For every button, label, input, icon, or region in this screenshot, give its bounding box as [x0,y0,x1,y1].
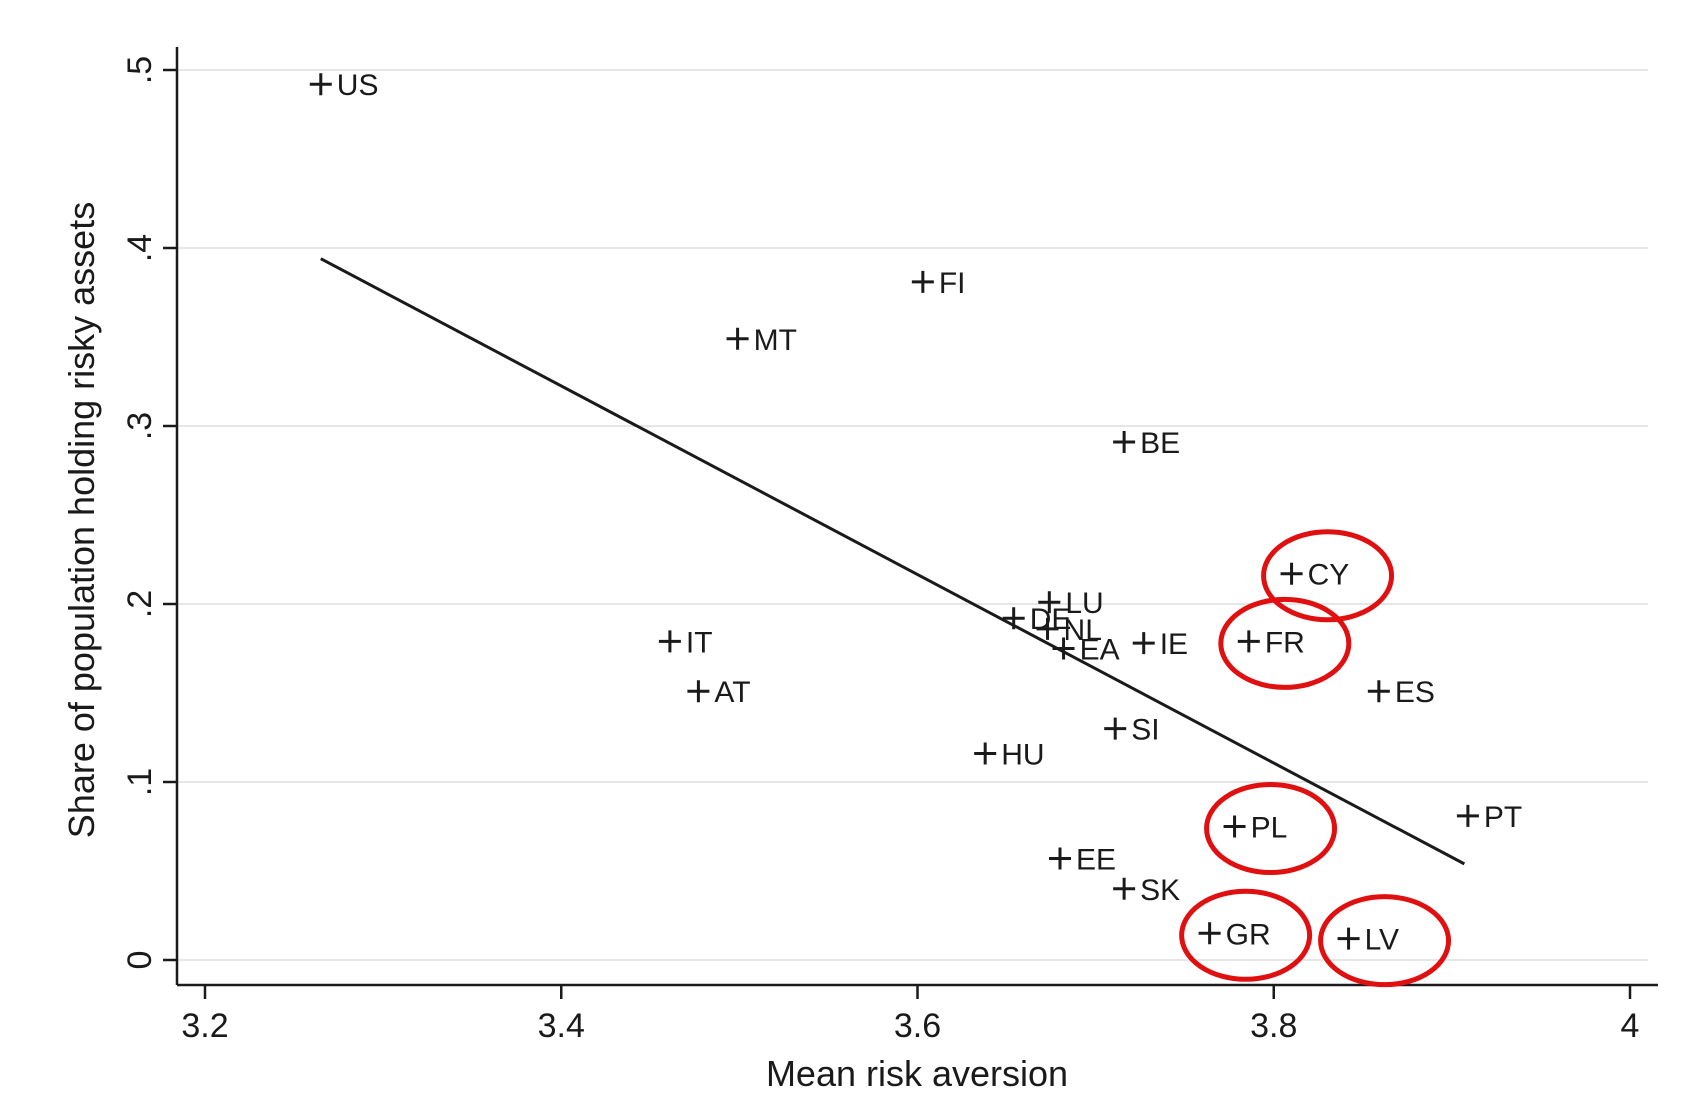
point-marker [1280,562,1303,585]
point-marker [1113,431,1136,454]
data-point-mt: MT [726,324,797,357]
point-label: SK [1140,874,1180,907]
data-point-lv: LV [1337,924,1399,957]
point-label: FI [939,267,966,300]
point-label: NL [1064,614,1102,647]
y-tick-label: .1 [121,768,159,796]
y-tick-label: .4 [121,234,159,262]
point-marker [1038,591,1061,614]
point-marker [1002,607,1025,630]
point-label: PL [1251,812,1288,845]
point-label: SI [1131,714,1159,747]
point-label: IT [686,626,713,659]
point-label: US [337,69,379,102]
point-label: IE [1160,628,1188,661]
data-point-cy: CY [1280,559,1350,592]
point-label: ES [1395,676,1435,709]
grid-lines [177,69,1648,961]
data-point-de: DE [1002,603,1072,636]
data-point-sk: SK [1113,874,1180,907]
data-point-si: SI [1104,714,1160,747]
point-label: CY [1308,559,1350,592]
highlight-circle-cy [1261,529,1395,623]
highlight-circle-gr [1179,888,1313,982]
point-label: BE [1140,427,1180,460]
y-ticks: 0 .1 .2 .3 .4 .5 [121,56,177,970]
point-marker [1198,922,1221,945]
point-label: MT [754,324,797,357]
x-ticks: 3.2 3.4 3.6 3.8 4 [181,985,1639,1045]
point-marker [1456,804,1479,827]
point-label: AT [714,676,750,709]
x-tick-label: 3.4 [538,1007,585,1045]
data-point-es: ES [1367,676,1435,709]
data-point-pt: PT [1456,801,1522,834]
point-marker [1367,680,1390,703]
point-marker [1223,815,1246,838]
point-marker [911,270,934,293]
point-label: GR [1226,918,1271,951]
data-point-be: BE [1113,427,1180,460]
x-tick-label: 3.6 [894,1007,941,1045]
fit-line [320,257,1466,866]
point-marker [1104,717,1127,740]
data-point-us: US [309,69,379,102]
y-axis-title: Share of population holding risky assets [61,202,102,838]
x-tick-label: 4 [1621,1007,1640,1045]
point-label: PT [1484,801,1522,834]
x-tick-label: 3.2 [181,1007,228,1045]
y-tick-label: 0 [121,951,159,970]
point-marker [1113,877,1136,900]
data-point-ea: EA [1052,634,1120,667]
fit-line-group [320,257,1466,866]
y-tick-label: .3 [121,412,159,440]
point-label: DE [1030,603,1072,636]
point-marker [726,327,749,350]
point-marker [1049,847,1071,870]
point-marker [309,73,332,96]
data-point-lu: LU [1038,587,1104,620]
data-point-it: IT [658,626,713,659]
data-point-nl: NL [1036,614,1102,647]
point-marker [1052,637,1075,660]
point-label: EA [1080,634,1120,667]
highlight-circles [1179,529,1452,988]
x-tick-label: 3.8 [1250,1007,1297,1045]
data-point-ie: IE [1132,628,1188,661]
data-point-fr: FR [1237,626,1305,659]
y-tick-label: .5 [121,56,159,84]
point-marker [687,680,710,703]
point-marker [974,742,997,765]
y-tick-label: .2 [121,590,159,618]
point-marker [1337,927,1360,950]
point-marker [1132,632,1155,655]
data-point-pl: PL [1223,812,1288,845]
data-point-fi: FI [911,267,966,300]
data-point-at: AT [687,676,751,709]
point-marker [658,630,681,653]
point-label: EE [1076,844,1116,877]
highlight-circle-fr [1218,596,1352,690]
data-point-gr: GR [1198,918,1271,951]
highlight-circle-lv [1318,894,1452,988]
point-label: FR [1265,626,1305,659]
highlight-circle-pl [1204,782,1338,875]
point-marker [1036,617,1059,640]
data-point-ee: EE [1049,844,1116,877]
point-label: LU [1065,587,1103,620]
x-axis-title: Mean risk aversion [766,1053,1068,1094]
data-point-hu: HU [974,739,1045,772]
point-marker [1237,630,1260,653]
point-label: HU [1001,739,1044,772]
point-label: LV [1365,924,1399,957]
